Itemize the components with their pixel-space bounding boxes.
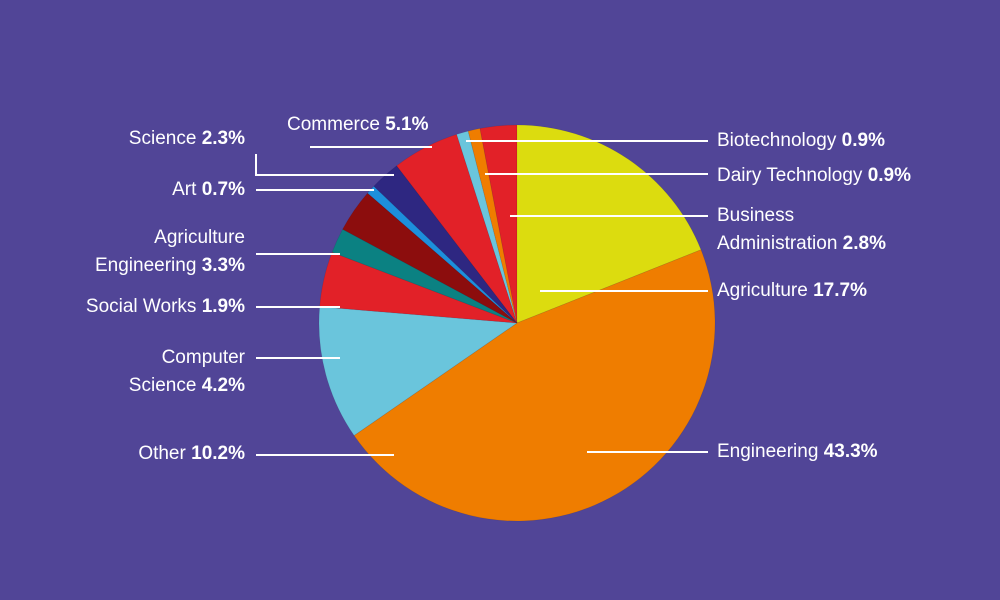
label-value: 5.1% [385,114,429,135]
label-value: 2.8% [842,233,886,254]
pie-slice-dairy-technology [467,128,518,324]
label-name: Social Works [85,296,197,317]
label-value: 1.9% [201,296,245,317]
label-name: Commerce [287,114,380,135]
label-name-line1: Agriculture [154,227,245,248]
label-value: 17.7% [813,280,867,301]
label-value: 10.2% [191,443,245,464]
pie-slice-social-works [331,228,518,324]
label-name-line1: Business [717,205,795,226]
label-biotechnology: Biotechnology 0.9% [717,127,885,155]
label-value: 0.7% [201,179,245,200]
label-value: 0.9% [841,130,885,151]
label-value: 0.9% [867,165,911,186]
label-name: Engineering [717,441,819,462]
label-value: 3.3% [201,255,245,276]
label-computer-science: Computer Science 4.2% [129,344,245,400]
label-name: Science [128,375,197,396]
label-name: Art [172,179,197,200]
label-other: Other 10.2% [138,440,245,468]
label-commerce: Commerce 5.1% [287,111,429,139]
label-name-line1: Computer [161,347,245,368]
label-social-works: Social Works 1.9% [86,293,245,321]
pie-slice-agriculture-engineering [342,192,518,324]
label-name: Other [138,443,186,464]
label-name: Agriculture [717,280,808,301]
label-value: 43.3% [823,441,878,462]
label-engineering: Engineering 43.3% [717,438,878,466]
label-agriculture-engineering: Agriculture Engineering 3.3% [95,224,245,280]
label-agriculture: Agriculture 17.7% [717,277,867,305]
label-art: Art 0.7% [172,176,245,204]
label-name: Engineering [94,255,197,276]
label-name: Science [128,128,197,149]
label-science: Science 2.3% [129,125,245,153]
label-value: 2.3% [201,128,245,149]
pie-slice-engineering [353,249,716,522]
label-value: 4.2% [201,375,245,396]
pie-slice-biotechnology [456,130,518,324]
label-business-administration: Business Administration 2.8% [717,202,886,258]
label-name: Biotechnology [717,130,837,151]
label-name: Dairy Technology [717,165,863,186]
label-dairy-technology: Dairy Technology 0.9% [717,162,911,190]
pie-slice-other [318,306,519,437]
leader-science [255,154,394,176]
label-name: Administration [717,233,838,254]
